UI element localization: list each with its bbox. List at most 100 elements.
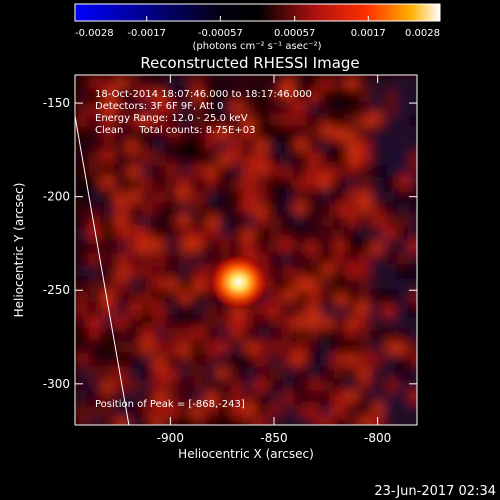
- heatmap-cell: [191, 254, 204, 267]
- heatmap-cell: [77, 379, 90, 392]
- heatmap-cell: [180, 128, 193, 141]
- y-tick-label: -300: [43, 377, 70, 391]
- heatmap-cell: [282, 416, 295, 425]
- heatmap-cell: [320, 125, 333, 138]
- heatmap-cell: [410, 104, 417, 117]
- heatmap-cell: [166, 153, 179, 166]
- heatmap-cell: [190, 405, 203, 418]
- heatmap-cell: [334, 330, 347, 343]
- heatmap-cell: [346, 317, 359, 330]
- heatmap-cell: [369, 381, 382, 394]
- heatmap-cell: [101, 165, 114, 178]
- heatmap-cell: [332, 404, 345, 417]
- heatmap-cell: [281, 113, 294, 126]
- heatmap-cell: [357, 139, 370, 152]
- heatmap-cell: [305, 214, 318, 227]
- heatmap-cell: [321, 150, 334, 163]
- heatmap-cell: [359, 417, 372, 425]
- heatmap-cell: [398, 176, 411, 189]
- heatmap-cell: [319, 279, 332, 292]
- heatmap-cell: [269, 291, 282, 304]
- heatmap-cell: [203, 316, 216, 329]
- heatmap-cell: [78, 140, 91, 153]
- heatmap-cell: [139, 215, 152, 228]
- heatmap-cell: [114, 366, 127, 379]
- heatmap-cell: [369, 318, 382, 331]
- heatmap-cell: [152, 355, 165, 368]
- heatmap-cell: [88, 366, 101, 379]
- heatmap-cell: [358, 368, 371, 381]
- heatmap-cell: [268, 88, 281, 101]
- heatmap-cell: [270, 279, 283, 292]
- heatmap-cell: [397, 329, 410, 342]
- heatmap-cell: [281, 391, 294, 404]
- heatmap-cell: [294, 267, 307, 280]
- heatmap-cell: [88, 390, 101, 403]
- heatmap-cell: [181, 152, 194, 165]
- heatmap-cell: [217, 327, 230, 340]
- heatmap-cell: [242, 328, 255, 341]
- heatmap-cell: [75, 241, 88, 254]
- heatmap-cell: [103, 229, 116, 242]
- heatmap-cell: [129, 226, 142, 239]
- heatmap-cell: [370, 77, 383, 90]
- heatmap-cell: [254, 78, 267, 91]
- heatmap-cell: [386, 190, 399, 203]
- heatmap-cell: [395, 302, 408, 315]
- heatmap-cell: [167, 416, 180, 425]
- heatmap-cell: [308, 341, 321, 354]
- heatmap-cell: [78, 228, 91, 241]
- heatmap-cell: [192, 390, 205, 403]
- heatmap-cell: [241, 416, 254, 425]
- heatmap-cell: [397, 354, 410, 367]
- heatmap-cell: [218, 153, 231, 166]
- heatmap-cell: [102, 354, 115, 367]
- heatmap-cell: [385, 277, 398, 290]
- heatmap-cell: [320, 241, 333, 254]
- heatmap-cell: [296, 151, 309, 164]
- heatmap-cell: [256, 114, 269, 127]
- heatmap-cell: [128, 379, 141, 392]
- heatmap-cell: [229, 141, 242, 154]
- heatmap-cell: [281, 379, 294, 392]
- colorbar-tick-label: -0.00057: [198, 28, 243, 39]
- heatmap-cell: [347, 390, 360, 403]
- heatmap-cell: [410, 175, 417, 188]
- heatmap-cell: [101, 175, 114, 188]
- heatmap-cell: [408, 188, 417, 201]
- heatmap-cell: [295, 75, 308, 88]
- heatmap-cell: [408, 264, 417, 277]
- heatmap-cell: [103, 203, 116, 216]
- heatmap-cell: [370, 129, 383, 142]
- heatmap-cell: [219, 229, 232, 242]
- heatmap-cell: [331, 115, 344, 128]
- heatmap-cell: [78, 87, 91, 100]
- heatmap-cell: [141, 379, 154, 392]
- heatmap-cell: [244, 88, 257, 101]
- heatmap-cell: [78, 277, 91, 290]
- heatmap-cell: [166, 302, 179, 315]
- heatmap-cell: [164, 78, 177, 91]
- heatmap-cell: [166, 279, 179, 292]
- heatmap-cell: [129, 292, 142, 305]
- heatmap-cell: [255, 140, 268, 153]
- heatmap-cell: [331, 139, 344, 152]
- heatmap-cell: [344, 129, 357, 142]
- heatmap-cell: [370, 265, 383, 278]
- heatmap-cell: [193, 228, 206, 241]
- heatmap-cell: [193, 417, 206, 425]
- heatmap-cell: [372, 201, 385, 214]
- heatmap-cell: [153, 191, 166, 204]
- heatmap-cell: [385, 379, 398, 392]
- heatmap-cell: [203, 379, 216, 392]
- heatmap-cell: [126, 125, 139, 138]
- heatmap-cell: [139, 229, 152, 242]
- heatmap-cell: [141, 264, 154, 277]
- heatmap-cell: [114, 291, 127, 304]
- heatmap-cell: [217, 392, 230, 405]
- heatmap-cell: [178, 415, 191, 425]
- heatmap-cell: [385, 115, 398, 128]
- heatmap-cell: [203, 342, 216, 355]
- heatmap-cell: [370, 103, 383, 116]
- heatmap-cell: [165, 226, 178, 239]
